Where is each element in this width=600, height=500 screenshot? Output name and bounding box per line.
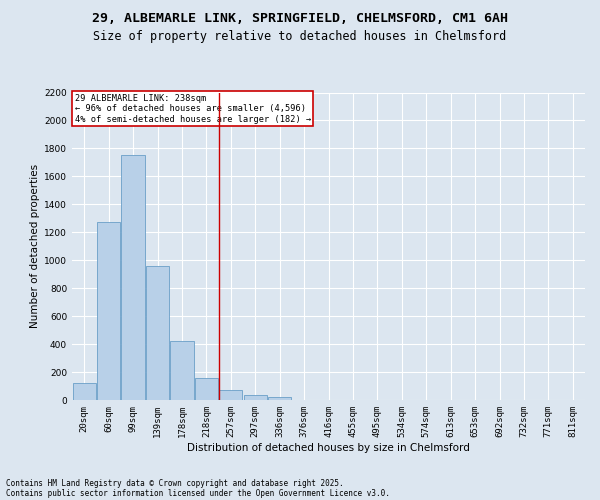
Bar bbox=[219, 390, 242, 400]
Text: Contains HM Land Registry data © Crown copyright and database right 2025.: Contains HM Land Registry data © Crown c… bbox=[6, 478, 344, 488]
Bar bbox=[268, 397, 291, 400]
Y-axis label: Number of detached properties: Number of detached properties bbox=[30, 164, 40, 328]
Bar bbox=[97, 222, 120, 400]
Bar bbox=[170, 342, 194, 400]
Text: 29, ALBEMARLE LINK, SPRINGFIELD, CHELMSFORD, CM1 6AH: 29, ALBEMARLE LINK, SPRINGFIELD, CHELMSF… bbox=[92, 12, 508, 26]
Bar bbox=[244, 395, 267, 400]
Bar bbox=[195, 378, 218, 400]
Bar bbox=[121, 156, 145, 400]
Bar bbox=[146, 266, 169, 400]
X-axis label: Distribution of detached houses by size in Chelmsford: Distribution of detached houses by size … bbox=[187, 442, 470, 452]
Bar bbox=[73, 383, 96, 400]
Text: Contains public sector information licensed under the Open Government Licence v3: Contains public sector information licen… bbox=[6, 488, 390, 498]
Text: Size of property relative to detached houses in Chelmsford: Size of property relative to detached ho… bbox=[94, 30, 506, 43]
Text: 29 ALBEMARLE LINK: 238sqm
← 96% of detached houses are smaller (4,596)
4% of sem: 29 ALBEMARLE LINK: 238sqm ← 96% of detac… bbox=[74, 94, 311, 124]
